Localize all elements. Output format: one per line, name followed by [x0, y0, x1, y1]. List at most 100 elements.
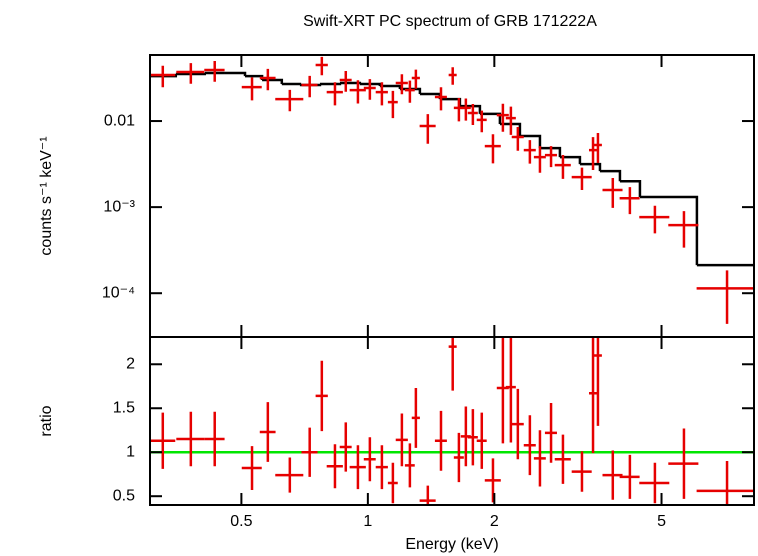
data-point	[593, 337, 602, 426]
x-axis-label: Energy (keV)	[405, 536, 498, 553]
data-point	[275, 457, 304, 493]
model-step	[519, 134, 542, 149]
y-tick-label: 1	[126, 443, 135, 460]
data-point	[602, 177, 623, 208]
data-point	[315, 56, 328, 76]
data-point	[484, 134, 501, 164]
y-tick-label: 0.01	[104, 112, 135, 129]
data-point	[176, 63, 205, 84]
y-axis-label: ratio	[38, 405, 55, 436]
data-point	[588, 137, 597, 170]
data-point	[619, 454, 640, 499]
data-point	[511, 388, 524, 460]
data-point	[448, 67, 457, 85]
data-point	[363, 437, 376, 482]
data-point	[484, 458, 501, 503]
data-point	[241, 446, 262, 491]
data-point	[505, 106, 516, 135]
model-step	[224, 71, 247, 77]
model-step	[439, 97, 462, 107]
x-tick-label: 1	[363, 513, 372, 530]
data-point	[411, 69, 420, 89]
x-tick-label: 5	[657, 513, 666, 530]
y-tick-label: 1.5	[113, 399, 135, 416]
data-point	[448, 337, 457, 391]
data-point	[375, 82, 388, 106]
data-point	[339, 71, 352, 92]
data-point	[505, 337, 516, 443]
y-tick-label: 10⁻³	[103, 198, 135, 215]
model-step	[319, 82, 342, 86]
model-step	[599, 169, 622, 182]
data-point	[668, 211, 699, 248]
data-point	[639, 205, 670, 234]
data-point	[571, 167, 592, 191]
data-point	[150, 65, 176, 88]
panel-frame	[149, 336, 755, 506]
model-step	[499, 122, 522, 137]
model-step	[262, 78, 284, 85]
data-point	[639, 462, 670, 504]
data-point	[523, 415, 536, 476]
ratio-panel	[150, 337, 754, 505]
data-point	[275, 89, 304, 112]
data-point	[315, 360, 328, 432]
data-point	[349, 80, 366, 104]
model-step	[281, 82, 302, 86]
data-point	[259, 68, 276, 91]
data-point	[453, 98, 464, 122]
y-tick-label: 10⁻⁴	[102, 284, 135, 301]
data-point	[467, 103, 478, 125]
data-point	[571, 451, 592, 492]
y-tick-label: 2	[126, 355, 135, 372]
data-point	[204, 61, 225, 82]
model-step	[479, 112, 502, 125]
data-point	[339, 422, 352, 472]
data-point	[363, 79, 376, 100]
data-point	[453, 432, 464, 483]
data-point	[411, 388, 420, 448]
data-point	[696, 270, 754, 324]
y-tick-label: 0.5	[113, 487, 135, 504]
data-point	[204, 411, 225, 467]
data-point	[301, 427, 318, 477]
data-point	[434, 410, 447, 471]
chart-title: Swift-XRT PC spectrum of GRB 171222A	[303, 13, 597, 30]
data-point	[326, 82, 343, 106]
data-point	[476, 110, 487, 133]
model-step	[579, 162, 602, 172]
data-point	[387, 462, 398, 504]
data-point	[533, 146, 546, 173]
data-point	[544, 146, 557, 168]
x-tick-label: 0.5	[230, 513, 252, 530]
data-point	[460, 98, 471, 121]
data-point	[696, 461, 754, 505]
data-point	[523, 140, 536, 164]
model-step	[619, 179, 642, 198]
data-point	[533, 430, 546, 487]
model-step	[379, 84, 402, 89]
model-step	[245, 74, 264, 80]
data-point	[387, 90, 398, 119]
data-point	[259, 402, 276, 462]
data-point	[404, 443, 415, 488]
data-point	[593, 133, 602, 163]
data-point	[588, 337, 597, 454]
data-point	[349, 445, 366, 490]
data-point	[467, 409, 478, 466]
data-point	[496, 103, 509, 132]
data-point	[395, 74, 408, 95]
model-step	[559, 155, 582, 165]
data-point	[150, 412, 176, 469]
y-axis-label: counts s⁻¹ keV⁻¹	[38, 136, 55, 255]
data-point	[511, 127, 524, 151]
data-point	[301, 75, 318, 98]
data-point	[419, 114, 436, 144]
data-point	[326, 444, 343, 489]
axes: 0.5 1 2 5 0.01 10⁻³ 10⁻⁴ 0.5 1 1.5 2	[102, 55, 754, 530]
data-point	[554, 434, 571, 484]
data-point	[419, 485, 436, 505]
data-point	[602, 450, 623, 500]
